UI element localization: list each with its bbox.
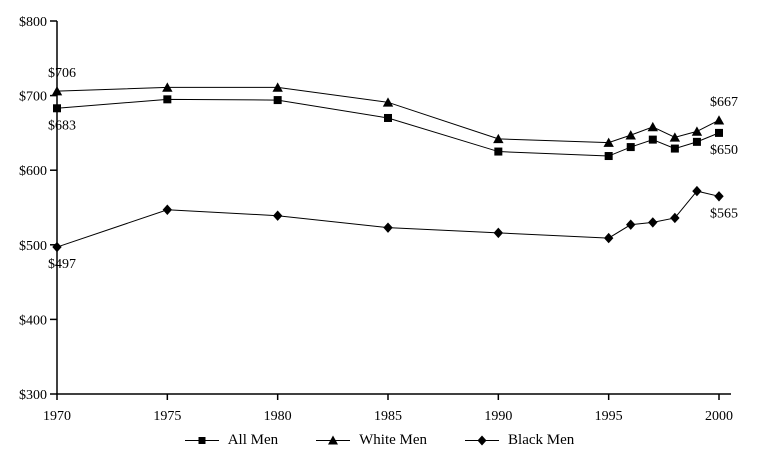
data-label: $497 <box>48 257 76 272</box>
black-men-marker <box>493 227 504 239</box>
all-men-marker <box>692 137 701 146</box>
black-men-marker <box>52 241 62 253</box>
white-men-marker <box>493 133 504 144</box>
white-men-marker <box>382 97 394 107</box>
legend-label-black-men: Black Men <box>508 432 575 448</box>
white-men-marker <box>51 86 63 96</box>
legend-item-all-men: All Men <box>184 432 279 448</box>
black-men-marker <box>162 204 173 215</box>
y-tick-label: $700 <box>19 90 47 105</box>
triangle-marker-icon <box>316 435 351 445</box>
all-men-marker <box>715 128 723 137</box>
data-label: $706 <box>48 66 76 81</box>
x-tick-label: 1995 <box>595 409 623 424</box>
square-marker-icon <box>184 437 219 444</box>
legend-label-all-men: All Men <box>227 432 279 448</box>
y-tick-label: $400 <box>19 313 47 328</box>
white-men-marker <box>162 82 173 92</box>
all-men-marker <box>273 96 282 105</box>
all-men-marker <box>53 104 61 113</box>
all-men-marker <box>604 152 613 161</box>
black-men-marker <box>383 222 393 233</box>
plot-area: $300 $400 $500 $600 $700 $800 1970 1975 1980 1985… <box>19 15 738 424</box>
y-tick-label: $800 <box>19 15 47 30</box>
y-tick-label: $600 <box>19 164 47 179</box>
data-label: $650 <box>710 143 738 158</box>
white-men-marker <box>603 137 614 147</box>
legend-item-white-men: White Men <box>316 433 427 448</box>
all-men-marker <box>648 135 657 144</box>
legend-label-white-men: White Men <box>359 432 428 448</box>
all-men-line <box>56 98 720 157</box>
all-men-marker <box>670 144 679 153</box>
white-men-marker <box>669 132 681 142</box>
diamond-marker-icon <box>465 435 500 446</box>
x-tick-label: 1975 <box>153 409 181 424</box>
white-men-marker <box>647 121 658 132</box>
data-label: $667 <box>710 95 738 110</box>
white-men-marker <box>713 115 725 125</box>
white-men-marker <box>691 126 703 136</box>
x-tick-label: 1980 <box>264 409 292 424</box>
y-tick-label: $300 <box>19 388 47 403</box>
black-men-marker <box>670 212 680 224</box>
x-tick-label: 1970 <box>43 409 71 424</box>
all-men-marker <box>163 95 172 104</box>
white-men-marker <box>272 82 283 92</box>
x-tick-label: 2000 <box>705 409 733 424</box>
all-men-marker <box>384 113 392 122</box>
data-label: $565 <box>710 206 738 221</box>
black-men-marker <box>692 185 702 197</box>
legend-item-black-men: Black Men <box>465 433 574 448</box>
black-men-line <box>56 190 720 248</box>
black-men-marker <box>626 219 636 230</box>
chart-legend: All Men White Men Black Men <box>0 433 759 448</box>
all-men-marker <box>494 147 503 156</box>
all-men-marker <box>626 143 635 152</box>
data-label: $683 <box>48 118 76 133</box>
white-men-marker <box>625 130 636 140</box>
black-men-marker <box>648 217 658 228</box>
x-tick-label: 1985 <box>374 409 402 424</box>
y-tick-label: $500 <box>19 239 47 254</box>
x-tick-label: 1990 <box>484 409 512 424</box>
black-men-marker <box>272 210 283 221</box>
black-men-marker <box>714 191 724 202</box>
black-men-marker <box>603 232 614 244</box>
